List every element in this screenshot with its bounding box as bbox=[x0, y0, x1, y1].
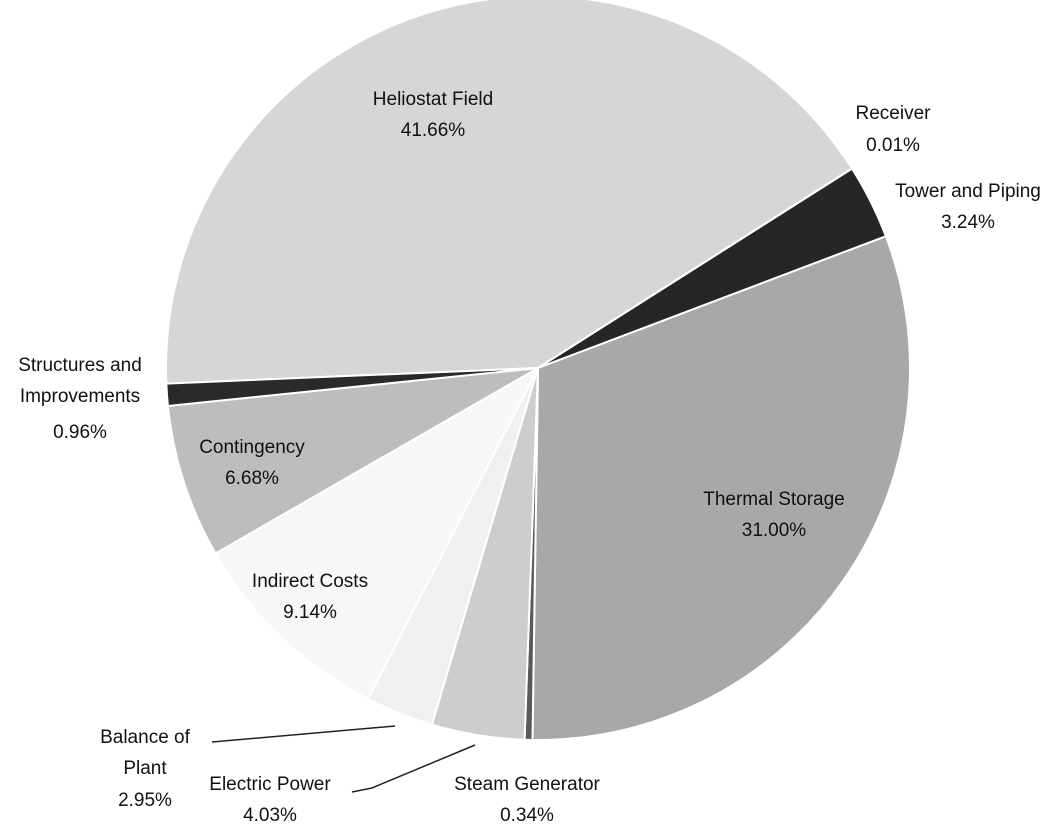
category-label: Balance of Plant bbox=[100, 727, 190, 779]
value-label: 0.96% bbox=[53, 422, 107, 443]
category-label: Thermal Storage bbox=[703, 489, 845, 510]
pie-slice bbox=[165, 367, 539, 408]
pie-slice bbox=[165, 0, 854, 385]
value-label: 2.95% bbox=[118, 790, 172, 811]
category-label: Heliostat Field bbox=[372, 89, 494, 110]
leader-line bbox=[371, 744, 476, 789]
value-label: 6.68% bbox=[225, 468, 279, 489]
category-label: Receiver bbox=[855, 103, 931, 124]
value-label: 0.01% bbox=[866, 135, 920, 156]
leader-line bbox=[211, 725, 396, 743]
category-label: Structures and Improvements bbox=[18, 355, 142, 407]
value-label: 0.34% bbox=[500, 805, 554, 826]
value-label: 31.00% bbox=[741, 520, 807, 541]
pie-slice bbox=[166, 367, 539, 555]
pie-slice bbox=[214, 365, 541, 701]
value-label: 4.03% bbox=[243, 805, 297, 826]
leader-line bbox=[351, 787, 373, 793]
value-label: 41.66% bbox=[400, 120, 466, 141]
category-label: Indirect Costs bbox=[251, 571, 369, 592]
value-label: 3.24% bbox=[941, 212, 995, 233]
value-label: 9.14% bbox=[283, 602, 337, 623]
category-label: Steam Generator bbox=[454, 774, 600, 795]
pie-slice bbox=[531, 234, 911, 741]
category-label: Electric Power bbox=[209, 774, 331, 795]
category-label: Contingency bbox=[199, 437, 305, 458]
category-label: Tower and Piping bbox=[895, 181, 1041, 202]
